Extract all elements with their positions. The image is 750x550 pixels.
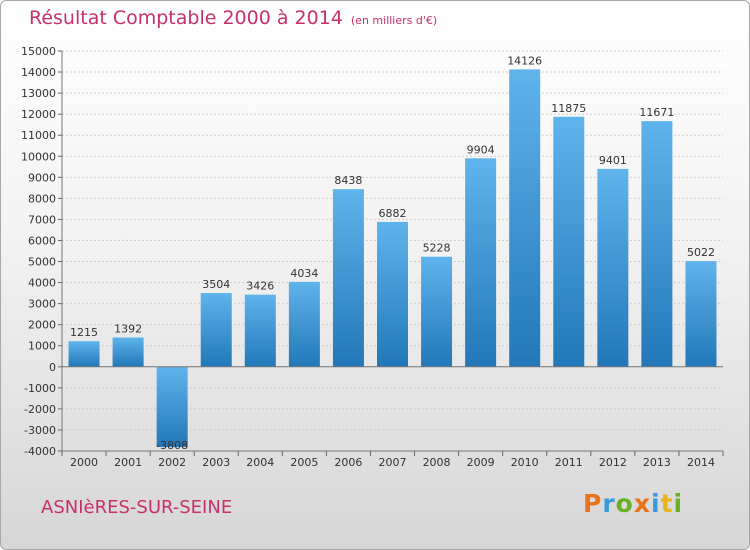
y-tick-label: 7000 <box>28 213 56 226</box>
value-label: 11671 <box>639 106 674 119</box>
x-tick-label: 2009 <box>467 456 495 469</box>
x-tick-label: 2014 <box>687 456 715 469</box>
logo-letter: P <box>583 489 603 518</box>
x-tick-label: 2000 <box>70 456 98 469</box>
bar-2006 <box>332 189 364 367</box>
value-label: 6882 <box>379 207 407 220</box>
proxiti-logo[interactable]: Proxiti <box>583 489 683 518</box>
logo-letter: i <box>651 489 661 518</box>
value-label: 8438 <box>334 174 362 187</box>
bar-2010 <box>509 69 541 367</box>
y-tick-label: -3000 <box>24 424 56 437</box>
title-main: Résultat Comptable 2000 à 2014 <box>29 7 343 29</box>
bar-2014 <box>685 261 717 367</box>
x-tick-label: 2005 <box>290 456 318 469</box>
x-tick-label: 2006 <box>334 456 362 469</box>
title-unit: (en milliers d'€) <box>350 14 438 27</box>
bar-2005 <box>288 281 320 367</box>
logo-letter: t <box>660 489 674 518</box>
bar-2008 <box>421 256 453 367</box>
value-label: 1215 <box>70 326 98 339</box>
y-axis: 1500014000130001200011000100009000800070… <box>21 45 63 458</box>
bar-2011 <box>553 116 585 367</box>
y-tick-label: 8000 <box>28 192 56 205</box>
y-tick-label: 3000 <box>28 298 56 311</box>
chart-title: Résultat Comptable 2000 à 2014 (en millie… <box>29 7 437 29</box>
bar-2013 <box>641 121 673 367</box>
bar-2000 <box>68 341 100 367</box>
value-label: 14126 <box>507 54 542 67</box>
y-tick-label: 6000 <box>28 234 56 247</box>
x-tick-label: 2007 <box>379 456 407 469</box>
logo-letter: o <box>615 489 634 518</box>
x-axis: 2000 2001 2002 2003 2004 2005 2006 2007 2008 2009… <box>61 366 724 469</box>
y-tick-label: 0 <box>49 361 56 374</box>
y-tick-label: 1000 <box>28 340 56 353</box>
logo-letter: i <box>673 489 684 518</box>
bars: 1215 1392 -3808 3504 3426 4034 8438 6882 5228 990… <box>68 54 717 452</box>
y-tick-label: 4000 <box>28 277 56 290</box>
value-label: 5228 <box>423 242 451 255</box>
bar-2012 <box>597 168 629 367</box>
bar-2009 <box>465 158 497 367</box>
y-tick-label: 13000 <box>21 87 56 100</box>
y-tick-label: 12000 <box>21 108 56 121</box>
x-tick-label: 2008 <box>423 456 451 469</box>
bar-2004 <box>244 294 276 367</box>
x-tick-label: 2004 <box>246 456 274 469</box>
value-label: 4034 <box>290 267 318 280</box>
value-label: 9401 <box>599 154 627 167</box>
y-tick-label: 5000 <box>28 256 56 269</box>
logo-letter: r <box>602 489 616 518</box>
y-tick-label: 10000 <box>21 150 56 163</box>
bar-2007 <box>377 221 408 367</box>
logo-letter: x <box>633 489 651 518</box>
x-tick-label: 2002 <box>158 456 186 469</box>
x-tick-label: 2012 <box>599 456 627 469</box>
bar-2001 <box>112 337 144 367</box>
value-label: 1392 <box>114 322 142 335</box>
y-tick-label: -4000 <box>24 445 56 458</box>
value-label: 5022 <box>687 246 715 259</box>
bar-2002 <box>156 366 188 447</box>
bar-2003 <box>200 293 232 367</box>
value-label: -3808 <box>156 439 188 452</box>
y-tick-label: -1000 <box>24 382 56 395</box>
x-tick-label: 2001 <box>114 456 142 469</box>
y-tick-label: 2000 <box>28 319 56 332</box>
place-name: ASNIèRES-SUR-SEINE <box>41 497 233 518</box>
y-tick-label: -2000 <box>24 403 56 416</box>
x-tick-label: 2011 <box>555 456 583 469</box>
y-tick-label: 15000 <box>21 45 56 58</box>
y-tick-label: 14000 <box>21 66 56 79</box>
value-label: 3504 <box>202 278 230 291</box>
value-label: 9904 <box>467 143 495 156</box>
y-tick-label: 11000 <box>21 129 56 142</box>
y-tick-label: 9000 <box>28 171 56 184</box>
x-tick-label: 2003 <box>202 456 230 469</box>
value-label: 3426 <box>246 280 274 293</box>
x-tick-label: 2013 <box>643 456 671 469</box>
value-label: 11875 <box>551 102 586 115</box>
x-tick-label: 2010 <box>511 456 539 469</box>
